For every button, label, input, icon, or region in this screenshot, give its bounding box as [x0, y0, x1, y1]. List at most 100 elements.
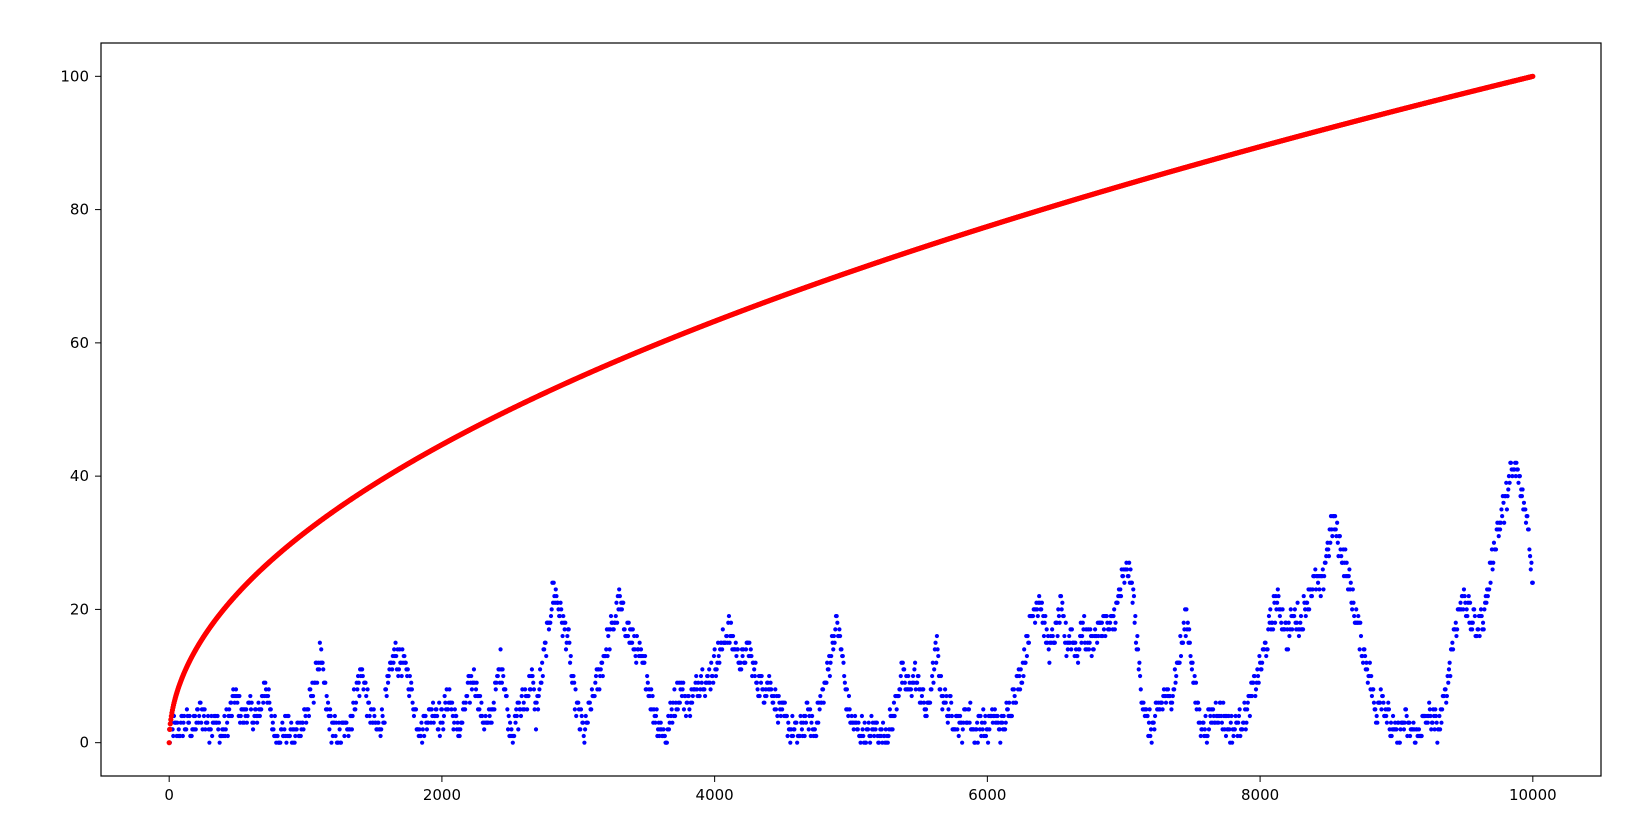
walk-point	[507, 720, 513, 725]
walk-point	[1113, 620, 1118, 625]
walk-point	[1433, 707, 1438, 712]
walk-point	[1411, 720, 1416, 725]
walk-point	[619, 607, 625, 612]
walk-point	[669, 707, 674, 712]
walk-point	[392, 647, 397, 652]
walk-point	[1525, 514, 1530, 519]
walk-point	[1152, 713, 1158, 719]
walk-point	[1462, 593, 1467, 599]
walk-point	[1362, 647, 1367, 652]
walk-point	[1230, 740, 1235, 745]
walk-point	[1238, 733, 1243, 739]
walk-point	[1133, 640, 1139, 645]
walk-point	[1487, 587, 1492, 592]
walk-point	[405, 667, 410, 672]
walk-point	[846, 713, 851, 719]
walk-point	[855, 727, 860, 732]
walk-point	[1466, 593, 1471, 599]
walk-point	[225, 733, 230, 739]
walk-point	[1530, 580, 1535, 585]
walk-point	[910, 673, 916, 679]
walk-point	[1206, 727, 1212, 732]
walk-point	[1017, 673, 1022, 679]
walk-point	[932, 667, 937, 672]
walk-point	[193, 727, 198, 732]
walk-point	[1404, 713, 1409, 719]
sqrt-point	[1530, 73, 1536, 79]
walk-point	[1528, 567, 1533, 572]
walk-point	[561, 613, 566, 619]
walk-point	[420, 740, 425, 745]
walk-point	[1252, 673, 1257, 679]
walk-point	[1287, 633, 1292, 639]
walk-point	[351, 687, 357, 692]
walk-point	[1437, 713, 1442, 719]
walk-point	[531, 687, 537, 692]
walk-point	[786, 720, 791, 725]
walk-point	[769, 687, 774, 692]
walk-point	[506, 713, 511, 719]
walk-point	[1197, 707, 1202, 712]
walk-point	[1485, 593, 1490, 599]
walk-point	[558, 600, 563, 605]
walk-point	[460, 720, 465, 725]
walk-point	[1137, 673, 1143, 679]
walk-point	[841, 660, 846, 665]
walk-point	[1443, 687, 1448, 692]
walk-point	[1390, 713, 1396, 719]
walk-point	[805, 700, 810, 705]
walk-point	[1039, 600, 1045, 605]
walk-point	[748, 647, 753, 652]
walk-point	[1497, 527, 1503, 532]
walk-point	[1091, 647, 1096, 652]
walk-point	[1145, 713, 1150, 719]
walk-point	[440, 720, 445, 725]
walk-point	[495, 673, 500, 679]
walk-point	[271, 727, 276, 732]
walk-point	[834, 613, 839, 619]
walk-point	[690, 693, 695, 699]
walk-point	[551, 580, 556, 585]
walk-point	[690, 700, 695, 705]
walk-point	[1024, 653, 1030, 659]
walk-point	[1185, 620, 1190, 625]
walk-point	[1378, 687, 1383, 692]
walk-point	[207, 740, 212, 745]
walk-point	[831, 647, 836, 652]
walk-point	[518, 713, 524, 719]
walk-point	[1507, 480, 1512, 485]
walk-point	[1517, 474, 1522, 479]
walk-point	[1437, 727, 1443, 732]
walk-point	[581, 733, 586, 739]
walk-point	[1413, 740, 1418, 745]
walk-point	[353, 707, 358, 712]
walk-point	[913, 687, 918, 692]
walk-point	[728, 620, 734, 625]
walk-point	[694, 687, 700, 692]
walk-point	[1205, 733, 1210, 739]
walk-point	[378, 733, 383, 739]
walk-point	[1132, 620, 1137, 625]
walk-point	[940, 693, 946, 699]
walk-point	[568, 653, 573, 659]
walk-point	[371, 707, 376, 712]
walk-point	[430, 700, 436, 705]
walk-point	[955, 727, 960, 732]
walk-point	[261, 700, 266, 705]
y-tick-label: 20	[70, 600, 89, 618]
y-tick-label: 0	[79, 734, 89, 752]
walk-point	[891, 700, 897, 705]
walk-point	[1021, 673, 1026, 679]
x-tick-label: 10000	[1509, 786, 1557, 804]
walk-point	[1416, 727, 1422, 732]
walk-point	[583, 713, 588, 719]
walk-point	[1135, 647, 1141, 652]
walk-point	[1018, 667, 1023, 672]
walk-point	[443, 700, 448, 705]
walk-point	[493, 687, 498, 692]
walk-point	[1236, 720, 1241, 725]
walk-point	[707, 680, 712, 685]
walk-point	[1032, 620, 1038, 625]
walk-point	[675, 707, 680, 712]
